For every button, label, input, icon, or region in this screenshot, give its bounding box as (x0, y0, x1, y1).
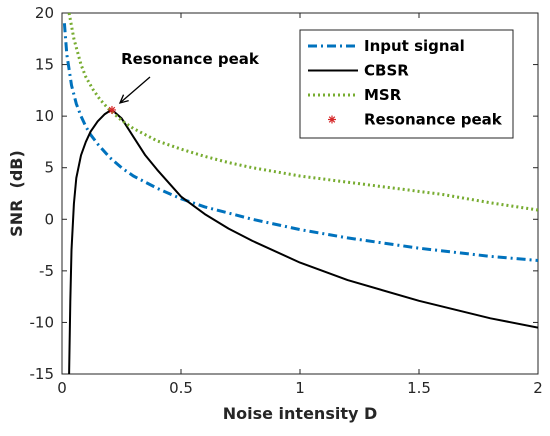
y-tick-label: -15 (30, 365, 55, 383)
x-tick-label: 1 (295, 379, 305, 397)
legend-label: Input signal (364, 37, 465, 55)
x-tick-label: 1.5 (407, 379, 431, 397)
resonance-peak-marker (107, 105, 116, 114)
y-tick-label: -5 (39, 262, 54, 280)
y-tick-label: 15 (35, 56, 54, 74)
legend-marker-resonance-peak (328, 115, 336, 124)
series-line-msr (67, 13, 538, 212)
x-tick-label: 0.5 (169, 379, 193, 397)
y-tick-label: 10 (35, 107, 54, 125)
y-tick-label: -10 (30, 313, 55, 331)
x-tick-label: 2 (533, 379, 543, 397)
y-tick-label: 20 (35, 4, 54, 22)
annotation-arrow-head (118, 94, 129, 104)
x-axis-title: Noise intensity D (223, 404, 378, 423)
annotation-arrow-shaft (119, 76, 151, 104)
annotation-label: Resonance peak (121, 50, 260, 68)
series-line-input-signal (62, 23, 538, 262)
legend-label: MSR (364, 86, 402, 104)
series-line-cbsr (68, 110, 538, 374)
y-tick-label: 5 (44, 159, 54, 177)
x-tick-label: 0 (57, 379, 67, 397)
y-tick-label: 0 (44, 210, 54, 228)
legend-label: CBSR (364, 62, 409, 80)
legend-label: Resonance peak (364, 111, 503, 129)
y-axis-title: SNR (dB) (7, 150, 26, 237)
